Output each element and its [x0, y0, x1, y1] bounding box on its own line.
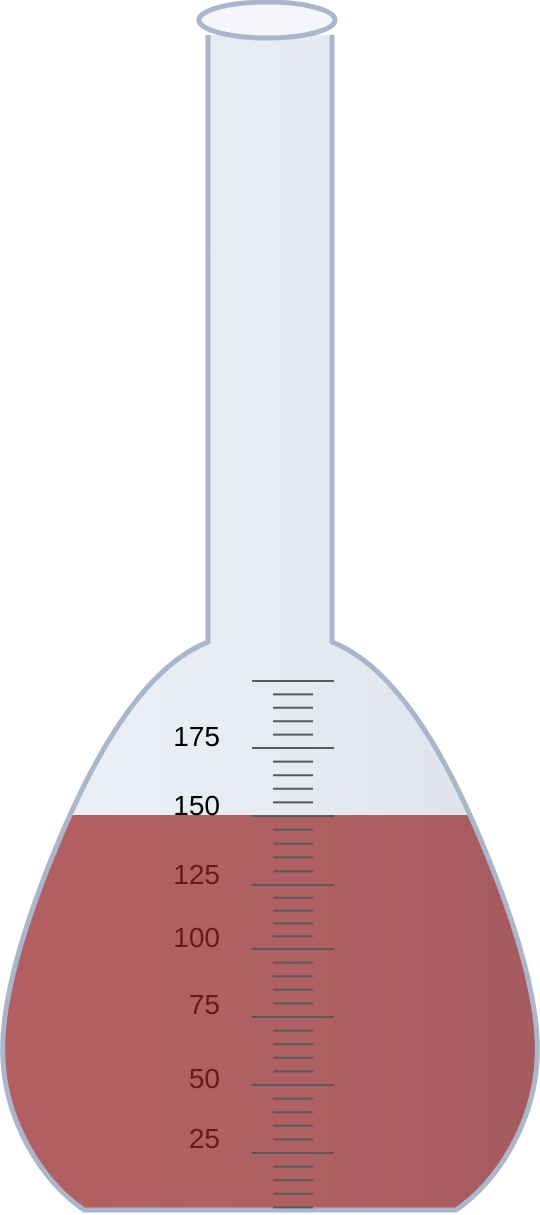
graduation-ticks [252, 680, 334, 1209]
scale-label-150: 150 [173, 790, 220, 821]
scale-label-50: 50 [189, 1063, 220, 1094]
liquid [2, 815, 538, 1210]
scale-label-125: 125 [173, 859, 220, 890]
flask-rim [196, 0, 338, 41]
scale-labels: 25 50 75 100 125 150 175 [173, 721, 220, 1154]
scale-label-75: 75 [189, 989, 220, 1020]
scale-label-25: 25 [189, 1123, 220, 1154]
scale-label-175: 175 [173, 721, 220, 752]
flask-outline [0, 35, 540, 1213]
scale-label-100: 100 [173, 922, 220, 953]
